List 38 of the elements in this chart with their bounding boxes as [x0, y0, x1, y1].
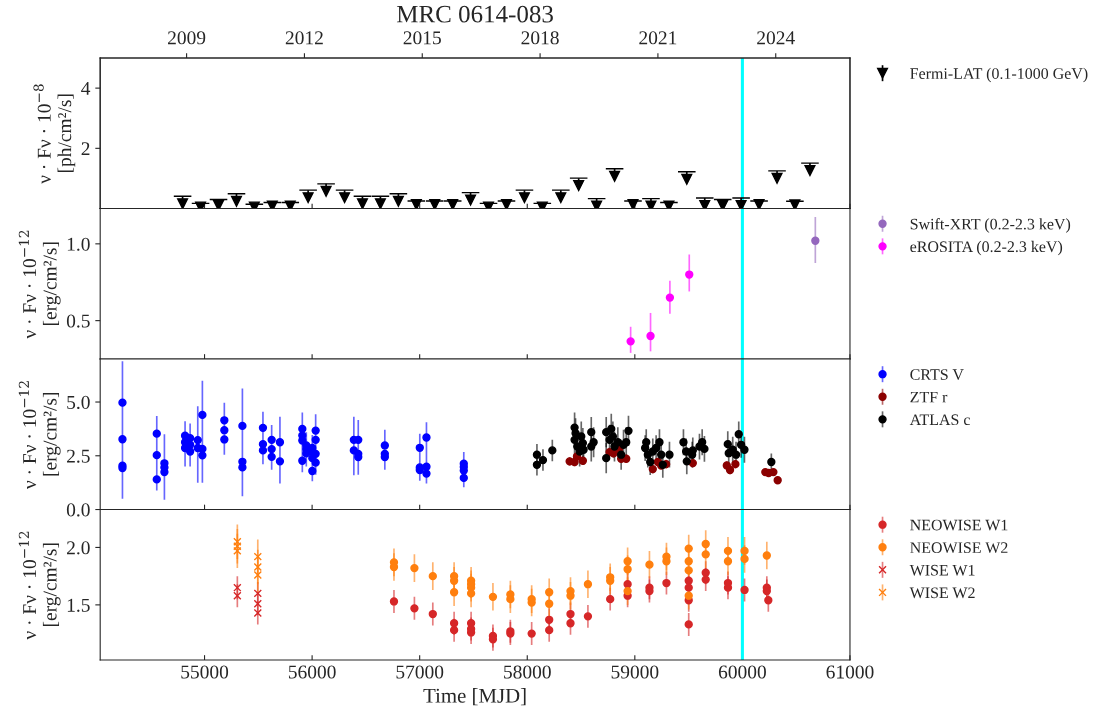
y-tick-label: 2.5	[67, 449, 90, 463]
legend-label: WISE W1	[909, 564, 975, 576]
legend-label: WISE W2	[909, 587, 975, 599]
x-tick-label: 58000	[504, 665, 551, 679]
legend-label: ZTF r	[910, 391, 948, 403]
y-axis-title: ν · Fν · 10$^{−12}$ [erg/cm²/s]	[18, 230, 61, 339]
y-tick-label: 2	[81, 142, 90, 156]
x-tick-label: 56000	[288, 665, 336, 679]
y-axis-title: ν · Fν · 10$^{−8}$ [ph/cm²/s]	[33, 84, 76, 184]
legend-label: eROSITA (0.2-2.3 keV)	[910, 240, 1063, 256]
x-tick-label: 59000	[611, 665, 659, 679]
y-tick-label: 0.5	[66, 314, 90, 328]
y-axis-title: ν · Fν · 10$^{−12}$ [erg/cm²/s]	[18, 381, 61, 490]
y-tick-label: 2.0	[67, 541, 90, 555]
x-tick-label: 61000	[826, 665, 874, 679]
x-axis-title: Time [MJD]	[423, 688, 526, 706]
y-tick-label: 1.0	[67, 237, 90, 251]
y-tick-label: 1.5	[67, 598, 90, 612]
legend-label: NEOWISE W2	[910, 542, 1008, 554]
x-tick-label: 60000	[718, 665, 766, 679]
x2-tick-label: 2021	[639, 31, 677, 45]
chart-title: MRC 0614-083	[396, 5, 553, 23]
x2-tick-label: 2009	[168, 31, 206, 45]
legend-label: CRTS V	[910, 369, 964, 381]
legend-label: NEOWISE W1	[910, 519, 1008, 531]
legend-label: Swift-XRT (0.2-2.3 keV)	[910, 218, 1071, 233]
y-axis-title: ν · Fν · 10$^{−12}$ [erg/cm²/s]	[18, 531, 61, 640]
x2-tick-label: 2018	[521, 31, 559, 45]
x2-tick-label: 2024	[757, 31, 795, 45]
x-tick-label: 57000	[396, 665, 444, 679]
x2-tick-label: 2012	[285, 31, 323, 45]
y-tick-label: 4	[81, 82, 91, 95]
legend-label: Fermi-LAT (0.1-1000 GeV)	[910, 67, 1088, 83]
legend-label: ATLAS c	[909, 414, 970, 426]
x-tick-label: 55000	[181, 665, 229, 679]
x2-tick-label: 2015	[403, 31, 441, 45]
y-tick-label: 5.0	[67, 395, 90, 410]
y-tick-label: 0.0	[66, 503, 90, 517]
